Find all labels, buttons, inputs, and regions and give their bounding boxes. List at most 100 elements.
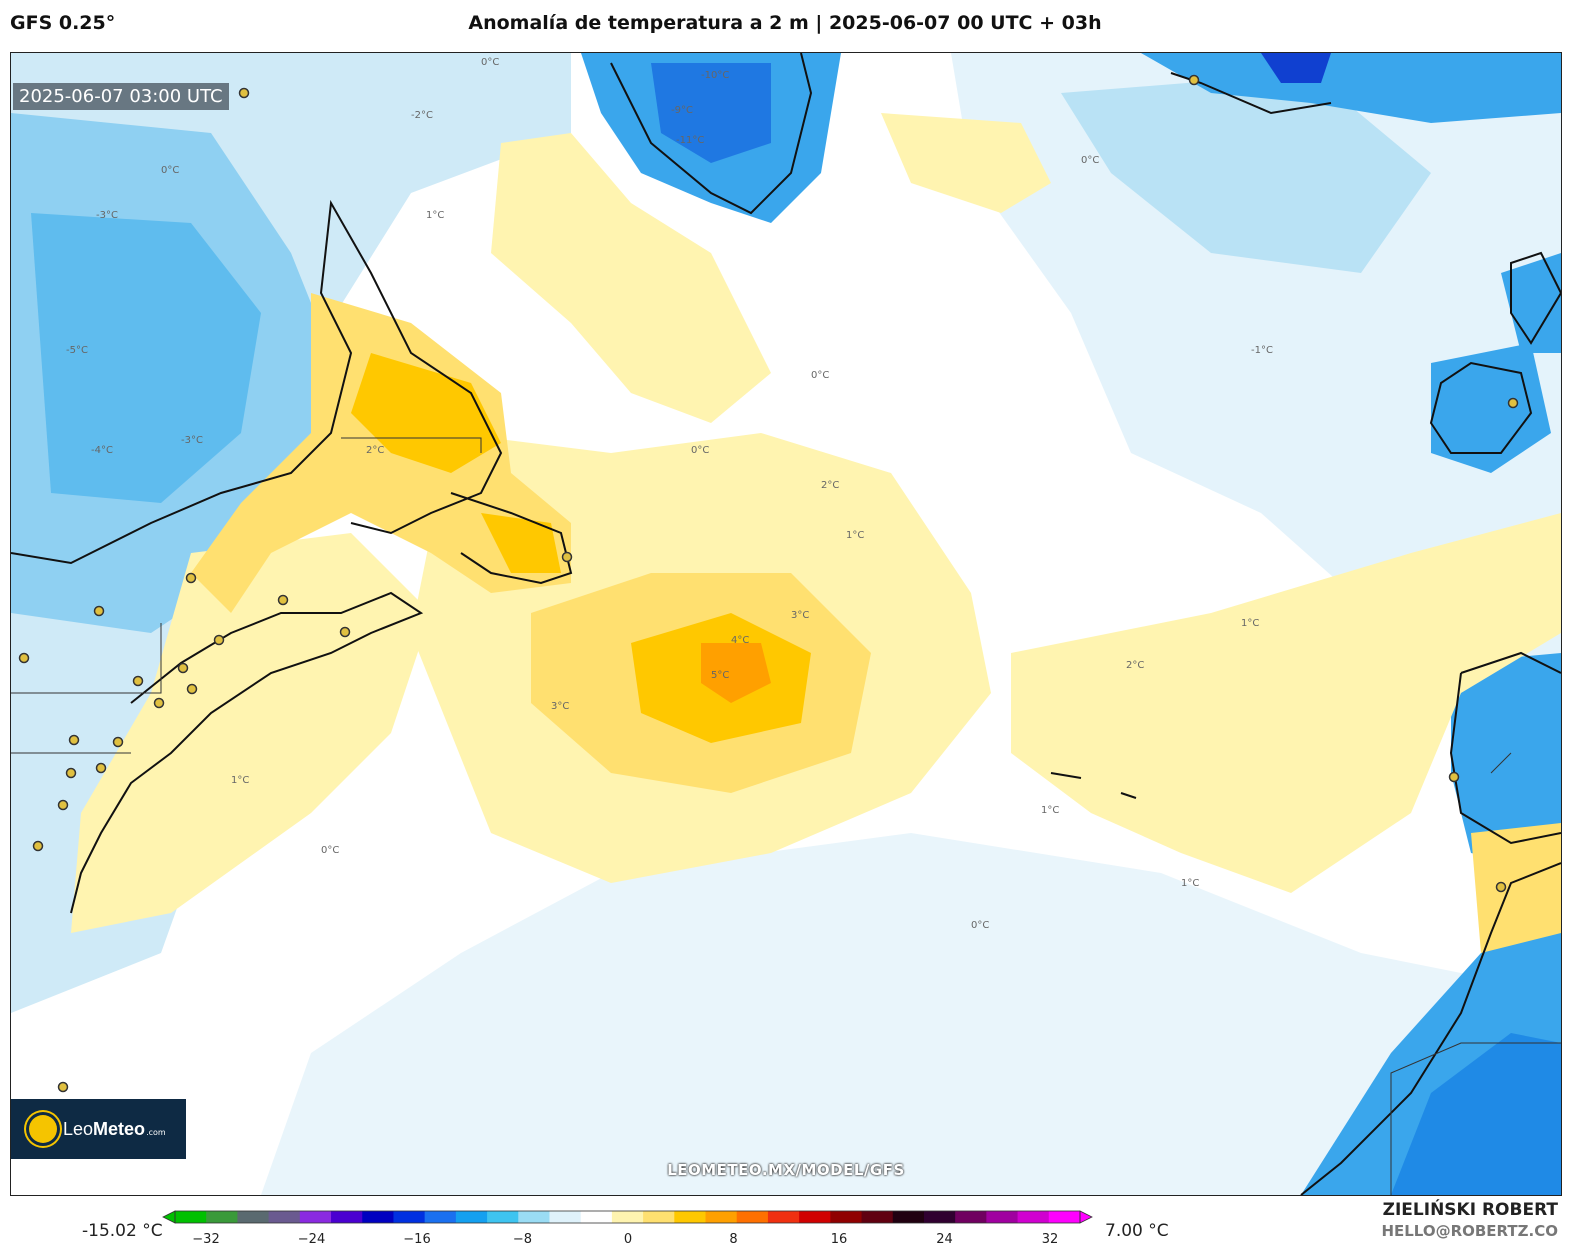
temperature-anomaly-map: 0°C 0°C 0°C 0°C 0°C 0°C 0°C 1°C 1°C 1°C … xyxy=(10,52,1562,1196)
contour-label: -4°C xyxy=(91,445,113,456)
colorbar-tick-label: 0 xyxy=(623,1232,633,1247)
contour-label: -9°C xyxy=(671,105,693,116)
contour-label: 0°C xyxy=(811,370,829,381)
colorbar-tick-label: −24 xyxy=(297,1232,326,1247)
author-credit: ZIELIŃSKI ROBERT xyxy=(1382,1200,1558,1220)
contour-label: 1°C xyxy=(846,530,864,541)
colorbar xyxy=(162,1210,1093,1224)
contour-label: 0°C xyxy=(321,845,339,856)
source-watermark: LEOMETEO.MX/MODEL/GFS xyxy=(667,1161,905,1179)
contour-label: 0°C xyxy=(1081,155,1099,166)
colorbar-segment xyxy=(393,1211,426,1223)
contour-label: 1°C xyxy=(231,775,249,786)
colorbar-segment xyxy=(362,1211,394,1223)
contour-label: -1°C xyxy=(1251,345,1273,356)
warm-region-newfoundland-core xyxy=(481,513,561,573)
warm-region-newfoundland-core xyxy=(351,353,501,473)
colorbar-segment xyxy=(705,1211,738,1223)
contour-label: -3°C xyxy=(96,210,118,221)
colorbar-segment xyxy=(1048,1211,1081,1223)
sun-icon xyxy=(29,1115,57,1143)
colorbar-segment xyxy=(518,1211,550,1223)
colorbar-segment xyxy=(175,1211,207,1223)
colorbar-min-arrow xyxy=(162,1210,176,1224)
cold-region-iberia xyxy=(1451,653,1561,873)
contour-label: 2°C xyxy=(366,445,384,456)
colorbar-tick-label: 24 xyxy=(936,1232,953,1247)
colorbar-segment xyxy=(674,1211,707,1223)
contour-label: 5°C xyxy=(711,670,729,681)
colorbar-segment xyxy=(830,1211,863,1223)
colorbar-min-label: -15.02 °C xyxy=(82,1221,163,1241)
contour-label: 0°C xyxy=(971,920,989,931)
cold-region-africa-core xyxy=(1391,1033,1561,1195)
colorbar-tick-label: −32 xyxy=(192,1232,220,1247)
colorbar-segment xyxy=(736,1211,769,1223)
contour-label: -10°C xyxy=(701,70,729,81)
contour-label: 1°C xyxy=(1041,805,1059,816)
logo-suffix: .com xyxy=(146,1127,166,1137)
leometeo-logo: LeoMeteo .com xyxy=(11,1099,186,1159)
contour-label: 2°C xyxy=(821,480,839,491)
colorbar-segment xyxy=(455,1211,488,1223)
contour-label: 2°C xyxy=(1126,660,1144,671)
cold-region-labrador-core xyxy=(31,213,261,503)
colorbar-segment xyxy=(799,1211,831,1223)
colorbar-max-arrow xyxy=(1079,1210,1093,1224)
borders xyxy=(11,437,1561,1195)
contour-label: 1°C xyxy=(426,210,444,221)
light-blue-region xyxy=(951,53,1561,673)
city-dots xyxy=(18,74,1519,1093)
colorbar-frame xyxy=(174,1210,1081,1224)
colorbar-segment xyxy=(237,1211,270,1223)
coastlines xyxy=(11,53,1561,1195)
contour-label: 0°C xyxy=(481,57,499,68)
contour-label: -11°C xyxy=(676,135,704,146)
map-canvas: 0°C 0°C 0°C 0°C 0°C 0°C 0°C 1°C 1°C 1°C … xyxy=(11,53,1561,1195)
map-title: Anomalía de temperatura a 2 m | 2025-06-… xyxy=(468,12,1102,34)
warm-region-morocco xyxy=(1471,823,1561,953)
contour-label: 1°C xyxy=(1181,878,1199,889)
contour-label: -3°C xyxy=(181,435,203,446)
contour-label: 0°C xyxy=(691,445,709,456)
colorbar-segment xyxy=(424,1211,457,1223)
light-blue-region xyxy=(1061,73,1431,273)
contour-label: 1°C xyxy=(1241,618,1259,629)
logo-text: LeoMeteo xyxy=(63,1118,146,1139)
colorbar-tick-label: 8 xyxy=(729,1232,738,1247)
colorbar-segment xyxy=(767,1211,800,1223)
colorbar-max-label: 7.00 °C xyxy=(1105,1221,1169,1241)
contour-label: -5°C xyxy=(66,345,88,356)
valid-time-badge: 2025-06-07 03:00 UTC xyxy=(13,83,229,110)
contour-labels: 0°C 0°C 0°C 0°C 0°C 0°C 0°C 1°C 1°C 1°C … xyxy=(66,57,1273,931)
model-label: GFS 0.25° xyxy=(10,12,116,34)
contour-label: 0°C xyxy=(161,165,179,176)
colorbar-segment xyxy=(487,1211,519,1223)
colorbar-segment xyxy=(611,1211,644,1223)
cold-region-scandinavia xyxy=(1141,53,1561,123)
colorbar-tick-label: 32 xyxy=(1041,1232,1059,1247)
colorbar-tick-label: 16 xyxy=(830,1232,848,1247)
contour-label: 3°C xyxy=(551,701,569,712)
light-blue-region xyxy=(261,833,1561,1195)
cold-region-scandinavia-core xyxy=(1261,53,1331,83)
colorbar-segment xyxy=(580,1211,613,1223)
colorbar-segment xyxy=(331,1211,363,1223)
colorbar-segment xyxy=(206,1211,238,1223)
warm-region-newfoundland xyxy=(191,293,571,613)
colorbar-segment xyxy=(643,1211,675,1223)
contour-label: -2°C xyxy=(411,110,433,121)
colorbar-segment xyxy=(986,1211,1019,1223)
colorbar-segment xyxy=(549,1211,582,1223)
colorbar-tick-label: −16 xyxy=(403,1232,431,1247)
contour-label: 3°C xyxy=(791,610,809,621)
warm-region-north-atlantic xyxy=(491,133,771,423)
contour-label: 4°C xyxy=(731,635,749,646)
warm-region-east xyxy=(1011,513,1561,893)
colorbar-segment xyxy=(861,1211,894,1223)
colorbar-segment xyxy=(1017,1211,1050,1223)
author-email: HELLO@ROBERTZ.CO xyxy=(1381,1222,1558,1240)
colorbar-segment xyxy=(955,1211,987,1223)
colorbar-segment xyxy=(892,1211,925,1223)
colorbar-tick-label: −8 xyxy=(512,1232,533,1247)
